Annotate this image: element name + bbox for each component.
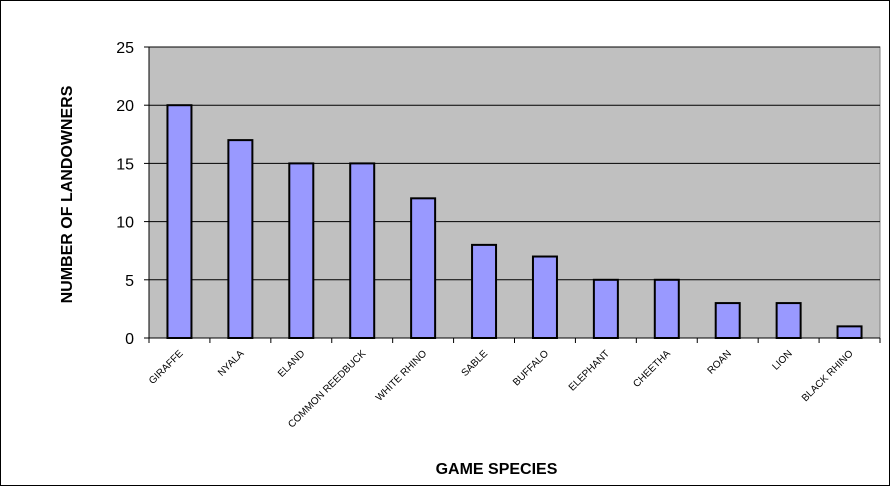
gridlines bbox=[149, 46, 880, 281]
y-axis-label: NUMBER OF LANDOWNERS bbox=[59, 85, 76, 303]
bar-common-reedbuck bbox=[349, 162, 376, 339]
x-axis-label: GAME SPECIES bbox=[436, 461, 558, 478]
bar-roan bbox=[714, 302, 741, 339]
axes bbox=[144, 46, 881, 343]
bar-nyala bbox=[227, 139, 254, 339]
bar-white-rhino bbox=[410, 197, 437, 339]
bar-giraffe bbox=[166, 104, 193, 339]
bar-buffalo bbox=[531, 255, 558, 339]
bar-lion bbox=[775, 302, 802, 339]
bar-black-rhino bbox=[836, 325, 863, 339]
bars bbox=[166, 104, 863, 340]
y-tick-label: 0 bbox=[125, 331, 134, 348]
plot-area bbox=[148, 46, 881, 339]
y-tick-label: 10 bbox=[116, 215, 134, 232]
y-tick-label: 20 bbox=[116, 98, 134, 115]
bar-cheetha bbox=[653, 278, 680, 339]
bar-sable bbox=[471, 243, 498, 340]
y-tick-label: 5 bbox=[125, 273, 134, 290]
y-tick-labels: 0 5 10 15 20 25 bbox=[116, 40, 134, 348]
bar-elephant bbox=[592, 278, 619, 339]
y-tick-label: 25 bbox=[116, 40, 134, 57]
bar-eland bbox=[288, 162, 315, 339]
y-tick-label: 15 bbox=[116, 156, 134, 173]
